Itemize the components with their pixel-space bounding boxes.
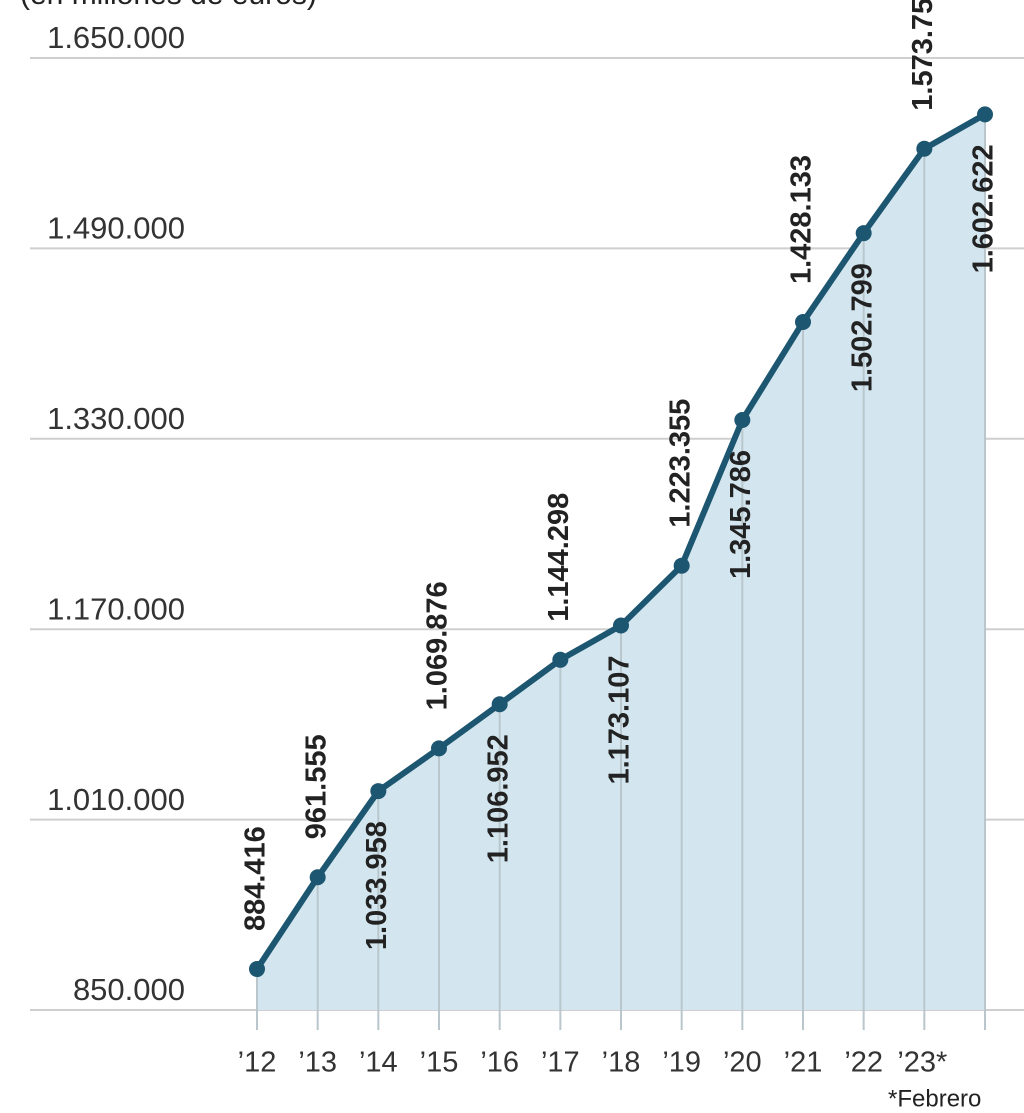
value-label: 1.069.876 [422,581,454,710]
x-tick-label: ’18 [602,1047,641,1079]
point [309,869,326,886]
point [491,696,508,713]
y-tick-label: 1.490.000 [47,211,185,246]
x-tick-label: ’22 [844,1047,883,1079]
x-tick-label: ’13 [298,1047,337,1079]
point [673,557,690,574]
value-label: 961.555 [300,734,332,839]
value-label: 1.144.298 [543,493,575,622]
point [977,106,993,123]
y-tick-label: 1.650.000 [47,20,185,55]
value-label: 1.345.786 [725,450,757,579]
point [431,740,447,757]
point [916,140,933,157]
x-tick-label: ’23* [897,1047,947,1079]
value-label: 1.573.750 [907,0,939,111]
y-tick-label: 850.000 [73,972,185,1007]
y-tick-label: 1.170.000 [47,591,185,626]
chart-subtitle: (en millones de euros) [20,0,317,11]
point [795,314,811,331]
x-tick-label: ’17 [541,1047,580,1079]
x-tick-label: ’12 [238,1047,277,1079]
x-tick-label: ’20 [723,1047,762,1079]
point [855,225,872,242]
value-label: 1.106.952 [482,734,514,863]
value-label: 1.502.799 [846,263,878,392]
x-tick-label: ’15 [420,1047,459,1079]
point [370,783,387,800]
x-tick-label: ’16 [480,1047,519,1079]
x-tick-label: ’14 [359,1047,398,1079]
point [249,961,265,978]
value-label: 1.173.107 [604,656,636,785]
x-tick-label: ’19 [662,1047,701,1079]
value-label: 1.602.622 [968,144,1000,273]
value-label: 1.428.133 [786,155,818,284]
footnote: *Febrero [888,1085,981,1112]
value-label: 1.223.355 [664,399,696,528]
value-label: 1.033.958 [361,821,393,950]
y-tick-label: 1.330.000 [47,401,185,436]
point [613,617,629,634]
y-tick-label: 1.010.000 [47,782,185,817]
value-label: 884.416 [240,826,272,931]
point [552,651,569,668]
x-tick-label: ’21 [784,1047,823,1079]
point [734,412,751,429]
